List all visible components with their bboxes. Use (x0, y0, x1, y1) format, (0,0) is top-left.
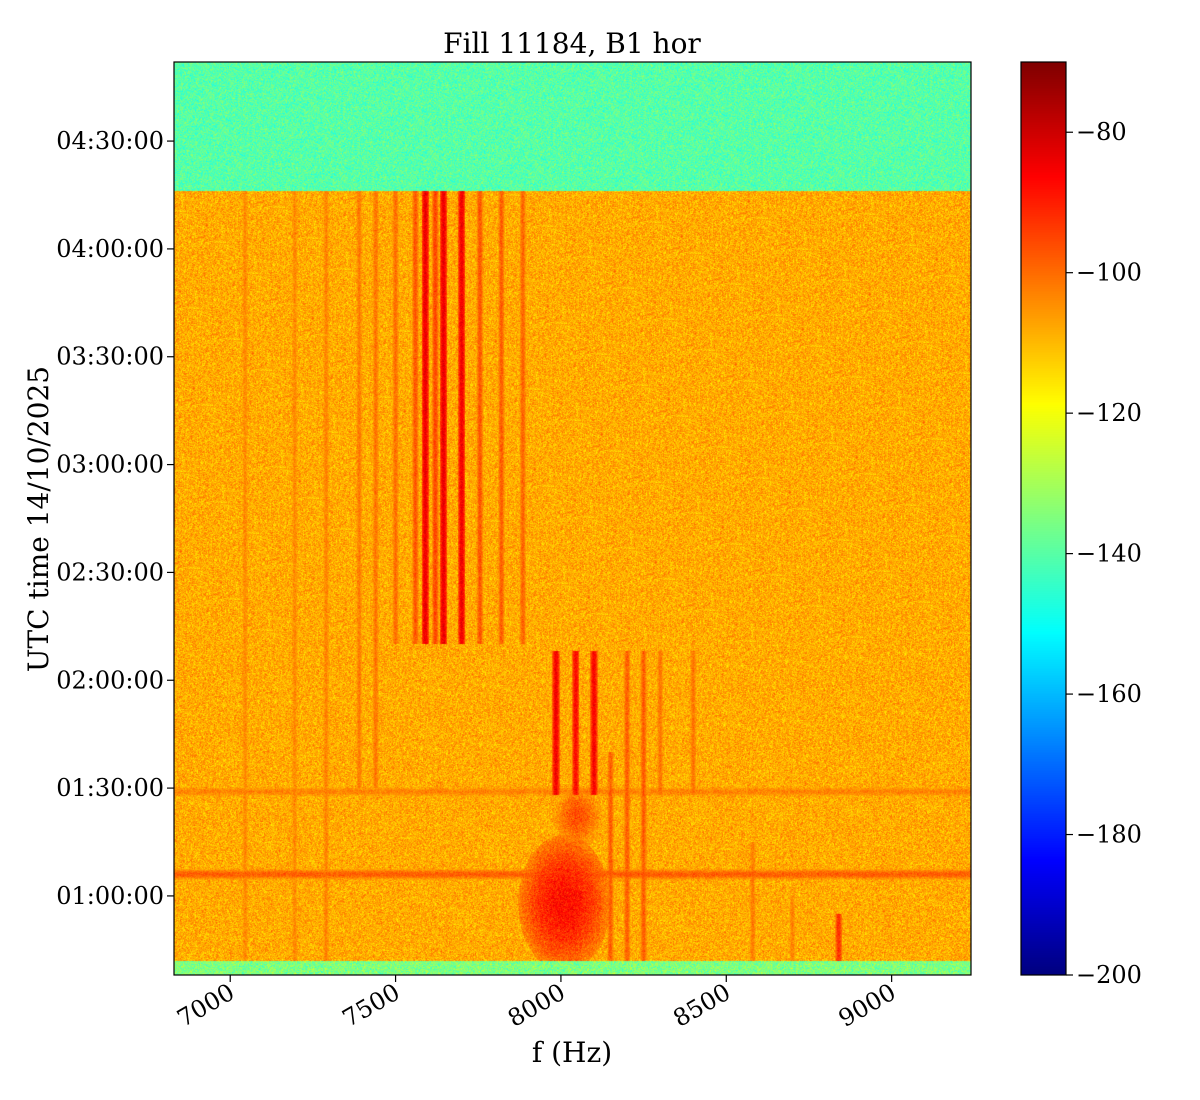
colorbar-wrapper (1021, 62, 1066, 975)
y-axis-ticks: 01:00:00 01:30:00 02:00:00 02:30:00 03:00:00… (56, 127, 174, 910)
y-tick-label-5: 03:30:00 (56, 343, 164, 371)
y-tick-label-0: 01:00:00 (56, 882, 164, 910)
y-axis-label: UTC time 14/10/2025 (22, 366, 55, 672)
colorbar-tick-label-5: −180 (1076, 821, 1142, 849)
spectrogram-image-wrapper (174, 62, 971, 975)
plot-frame (173, 61, 972, 976)
colorbar-tick-label-4: −160 (1076, 680, 1142, 708)
x-tick-label-0: 7000 (172, 978, 239, 1033)
y-tick-label-4: 03:00:00 (56, 451, 164, 479)
y-tick-label-7: 04:30:00 (56, 127, 164, 155)
y-tick-label-1: 01:30:00 (56, 774, 164, 802)
colorbar-tick-label-3: −140 (1076, 540, 1142, 568)
chart-title: Fill 11184, B1 hor (443, 27, 701, 60)
colorbar-tick-label-0: −80 (1076, 118, 1127, 146)
x-tick-label-4: 9000 (834, 978, 901, 1033)
x-tick-label-1: 7500 (338, 978, 405, 1033)
colorbar (1021, 62, 1066, 975)
y-tick-label-3: 02:30:00 (56, 558, 164, 586)
colorbar-frame (1020, 61, 1067, 976)
x-tick-label-2: 8000 (503, 978, 570, 1033)
y-tick-label-2: 02:00:00 (56, 666, 164, 694)
x-axis-label: f (Hz) (532, 1036, 612, 1069)
colorbar-tick-label-2: −120 (1076, 399, 1142, 427)
x-axis-ticks: 7000 7500 8000 8500 9000 (172, 975, 901, 1033)
spectrogram-heatmap (174, 62, 971, 975)
colorbar-ticks: −80 −100 −120 −140 −160 −180 −200 (1066, 118, 1142, 989)
x-tick-label-3: 8500 (668, 978, 735, 1033)
colorbar-tick-label-6: −200 (1076, 961, 1142, 989)
y-tick-label-6: 04:00:00 (56, 235, 164, 263)
colorbar-tick-label-1: −100 (1076, 259, 1142, 287)
